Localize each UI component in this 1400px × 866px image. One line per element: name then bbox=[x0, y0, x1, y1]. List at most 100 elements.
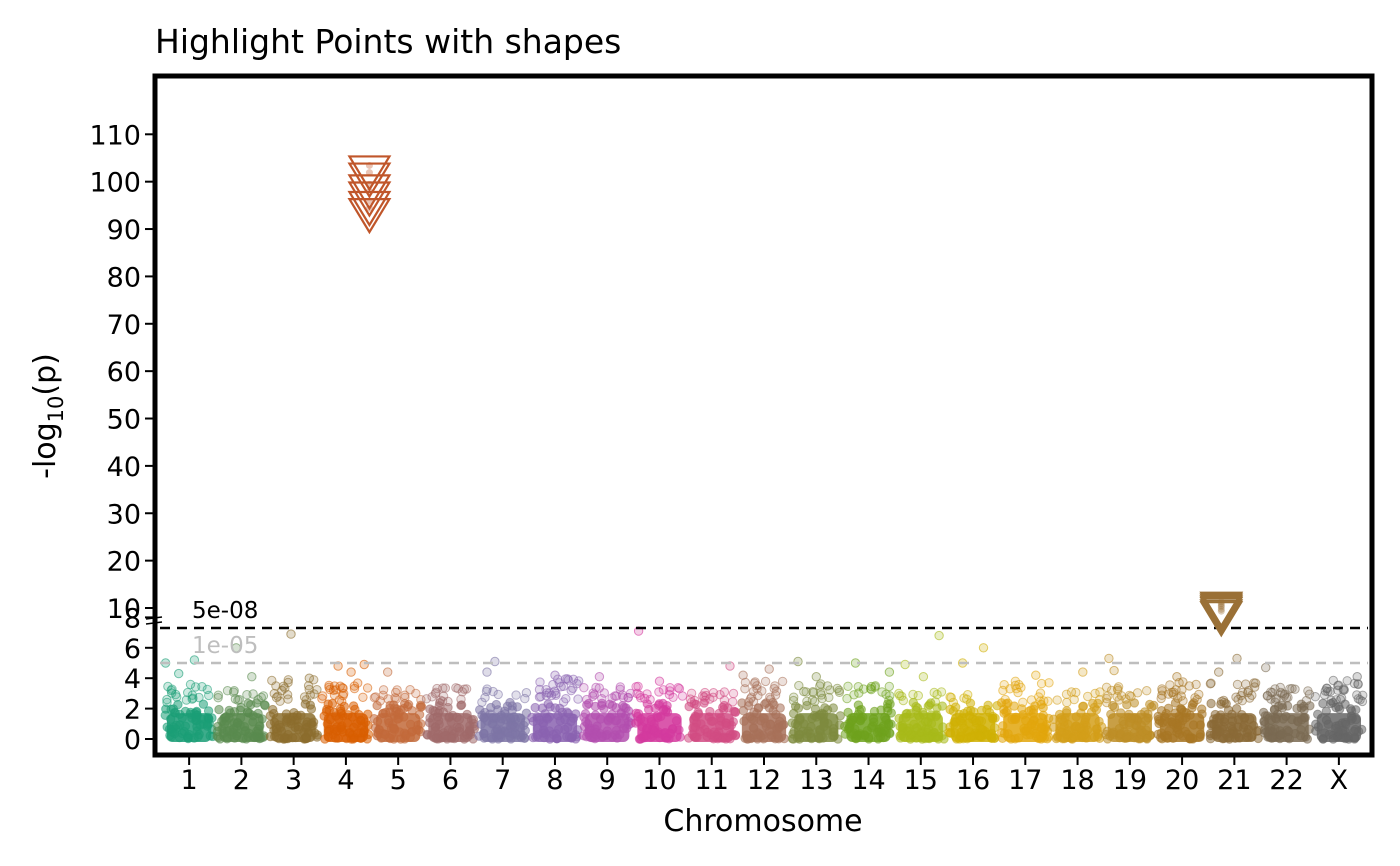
snp-point bbox=[487, 713, 497, 723]
snp-point bbox=[1269, 704, 1280, 714]
snp-point bbox=[974, 715, 984, 726]
snp-point-outlier bbox=[764, 664, 774, 674]
y-tick-label: 10 bbox=[107, 594, 141, 625]
axis-break-mark bbox=[145, 616, 163, 625]
snp-point bbox=[749, 707, 759, 717]
snp-point bbox=[1350, 732, 1360, 742]
snp-point bbox=[204, 690, 214, 701]
snp-point bbox=[819, 721, 829, 732]
snp-point bbox=[1266, 715, 1277, 725]
snp-point bbox=[1036, 678, 1047, 689]
snp-point bbox=[383, 694, 393, 704]
snp-point bbox=[1162, 730, 1172, 740]
snp-point bbox=[563, 708, 573, 719]
snp-point bbox=[603, 716, 614, 726]
snp-point bbox=[801, 687, 811, 697]
chromosome-points-14 bbox=[840, 681, 896, 744]
snp-point bbox=[998, 685, 1008, 696]
snp-point bbox=[301, 733, 312, 743]
snp-point bbox=[1293, 717, 1303, 727]
snp-point bbox=[807, 713, 817, 724]
snp-point bbox=[658, 705, 668, 715]
snp-point bbox=[700, 687, 710, 698]
snp-point bbox=[1281, 693, 1292, 703]
snp-point bbox=[1340, 699, 1350, 709]
snp-point bbox=[898, 695, 908, 706]
snp-point bbox=[1328, 734, 1338, 744]
snp-point bbox=[1080, 714, 1091, 725]
snp-point bbox=[213, 690, 224, 700]
snp-point-outlier bbox=[359, 659, 369, 670]
snp-point bbox=[590, 734, 600, 744]
snp-point bbox=[270, 731, 280, 742]
snp-point bbox=[1349, 678, 1360, 689]
snp-point bbox=[1132, 688, 1143, 698]
snp-point bbox=[771, 686, 782, 696]
chromosome-points-19 bbox=[1101, 682, 1159, 744]
snp-point bbox=[802, 696, 812, 706]
snp-point bbox=[1262, 690, 1273, 701]
snp-point bbox=[1310, 692, 1321, 702]
snp-point-outlier bbox=[304, 673, 314, 683]
snp-point bbox=[1062, 706, 1072, 716]
y-tick-label: 30 bbox=[107, 499, 141, 530]
snp-point bbox=[945, 728, 956, 738]
x-tick-label-5: 5 bbox=[390, 765, 407, 796]
snp-point bbox=[175, 709, 185, 719]
snp-point bbox=[749, 715, 759, 725]
snp-point bbox=[685, 694, 696, 704]
snp-point bbox=[1141, 725, 1151, 735]
snp-point bbox=[534, 684, 545, 695]
x-tick-label-12: 12 bbox=[747, 765, 781, 796]
snp-point bbox=[696, 719, 706, 729]
snp-point bbox=[193, 732, 203, 742]
snp-point bbox=[757, 686, 767, 696]
x-tick-label-13: 13 bbox=[799, 765, 833, 796]
y-tick-label: 50 bbox=[107, 405, 141, 436]
snp-point bbox=[447, 733, 457, 743]
snp-point bbox=[775, 703, 785, 713]
snp-point bbox=[674, 684, 685, 694]
x-tick-label-22: 22 bbox=[1269, 765, 1303, 796]
chromosome-points-9 bbox=[579, 682, 636, 744]
snp-point bbox=[665, 683, 675, 693]
y-tick-label: 2 bbox=[124, 695, 141, 726]
x-tick-label-16: 16 bbox=[956, 765, 990, 796]
snp-point bbox=[789, 692, 799, 702]
snp-point bbox=[1167, 717, 1177, 727]
snp-point bbox=[674, 725, 684, 735]
highlight-point bbox=[1217, 607, 1225, 615]
snp-point bbox=[318, 691, 328, 701]
snp-point bbox=[213, 693, 223, 703]
snp-point bbox=[584, 725, 595, 735]
snp-point bbox=[400, 692, 410, 703]
snp-point-outlier bbox=[247, 672, 257, 682]
snp-point bbox=[162, 694, 172, 705]
snp-point bbox=[965, 698, 976, 708]
snp-point-outlier bbox=[811, 672, 821, 682]
snp-point bbox=[898, 722, 908, 733]
snp-point bbox=[1197, 709, 1207, 719]
snp-point-outlier bbox=[1104, 653, 1114, 664]
y-axis-title-end: (p) bbox=[28, 353, 63, 395]
snp-point bbox=[760, 676, 771, 687]
snp-point bbox=[335, 704, 346, 714]
snp-point bbox=[392, 685, 402, 695]
snp-point bbox=[173, 699, 183, 710]
snp-point bbox=[610, 730, 620, 740]
y-tick-label: 110 bbox=[89, 120, 141, 151]
snp-point bbox=[310, 728, 320, 738]
snp-point bbox=[573, 694, 583, 704]
snp-point bbox=[719, 700, 729, 711]
snp-point bbox=[840, 721, 850, 731]
snp-point-outlier bbox=[1232, 653, 1242, 664]
snp-point bbox=[479, 728, 489, 739]
snp-point bbox=[645, 694, 655, 705]
snp-point bbox=[570, 730, 581, 740]
snp-point bbox=[456, 700, 467, 710]
snp-point bbox=[1216, 710, 1226, 720]
snp-point bbox=[787, 734, 798, 744]
snp-point bbox=[920, 733, 930, 744]
x-tick-label-18: 18 bbox=[1060, 765, 1094, 796]
